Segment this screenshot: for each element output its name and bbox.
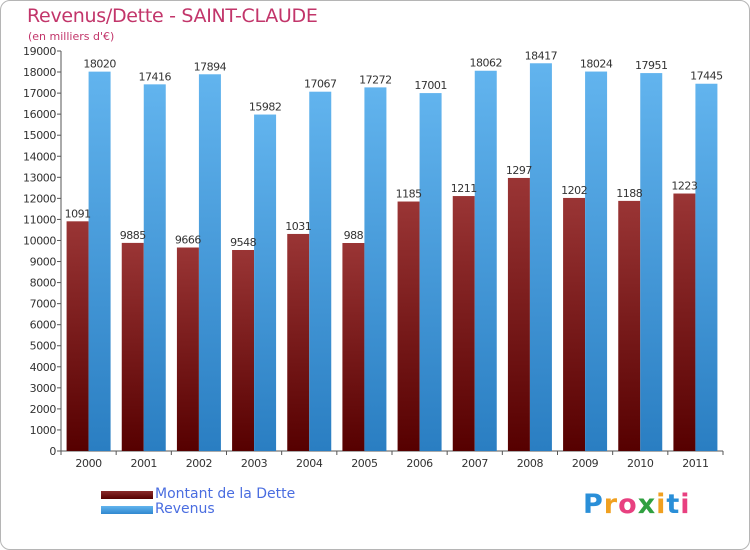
x-tick-label: 2005 bbox=[351, 457, 378, 470]
data-label-revenus: 17951 bbox=[635, 59, 668, 72]
bar-dette bbox=[618, 200, 641, 451]
logo-letter: o bbox=[618, 489, 638, 520]
y-tick-label: 16000 bbox=[23, 108, 56, 121]
y-tick-label: 3000 bbox=[30, 382, 57, 395]
bar-dette bbox=[232, 249, 255, 451]
data-label-revenus: 18417 bbox=[525, 49, 558, 62]
logo-letter: t bbox=[666, 489, 681, 520]
bar-revenus bbox=[198, 74, 221, 451]
x-tick-label: 2000 bbox=[75, 457, 102, 470]
logo-letter: i bbox=[656, 489, 667, 520]
y-tick-label: 7000 bbox=[30, 298, 57, 311]
bar-revenus bbox=[143, 84, 166, 452]
y-tick-label: 1000 bbox=[30, 424, 57, 437]
x-tick-label: 2002 bbox=[186, 457, 212, 470]
y-tick-label: 0 bbox=[49, 445, 56, 458]
data-label-revenus: 17894 bbox=[194, 60, 227, 73]
bar-revenus bbox=[309, 91, 332, 452]
legend-swatch-dette bbox=[101, 491, 153, 499]
data-label-dette: 9666 bbox=[175, 234, 201, 247]
data-label-dette: 1211 bbox=[451, 182, 477, 195]
bar-dette bbox=[673, 193, 696, 452]
x-tick-label: 2006 bbox=[406, 457, 433, 470]
y-tick-label: 13000 bbox=[23, 171, 56, 184]
bar-revenus bbox=[695, 83, 718, 451]
y-tick-label: 5000 bbox=[30, 340, 57, 353]
logo-letter: r bbox=[603, 489, 619, 520]
bar-revenus bbox=[88, 71, 111, 451]
y-tick-label: 9000 bbox=[30, 256, 57, 269]
legend-label-dette: Montant de la Dette bbox=[155, 486, 296, 502]
bar-revenus bbox=[254, 114, 277, 452]
y-tick-label: 12000 bbox=[23, 192, 56, 205]
data-label-revenus: 17272 bbox=[359, 73, 392, 86]
y-tick-label: 19000 bbox=[23, 45, 56, 58]
data-label-revenus: 17416 bbox=[139, 70, 172, 83]
data-label-dette: 988 bbox=[344, 229, 364, 242]
chart-title: Revenus/Dette - SAINT-CLAUDE bbox=[27, 5, 318, 27]
bar-dette bbox=[563, 197, 586, 451]
data-label-revenus: 18024 bbox=[580, 58, 613, 71]
x-tick-label: 2009 bbox=[572, 457, 599, 470]
y-tick-label: 10000 bbox=[23, 234, 56, 247]
data-label-revenus: 17067 bbox=[304, 78, 337, 91]
bar-revenus bbox=[474, 70, 497, 451]
bar-dette bbox=[452, 196, 475, 451]
data-label-dette: 9885 bbox=[120, 229, 146, 242]
y-tick-label: 14000 bbox=[23, 150, 56, 163]
bar-revenus bbox=[364, 87, 387, 452]
bar-dette bbox=[342, 243, 365, 451]
bar-revenus bbox=[419, 93, 442, 451]
bar-dette bbox=[66, 221, 89, 451]
data-label-dette: 1297 bbox=[506, 164, 532, 177]
bar-dette bbox=[176, 247, 199, 451]
x-tick-label: 2001 bbox=[131, 457, 157, 470]
data-label-dette: 1188 bbox=[616, 187, 642, 200]
x-tick-label: 2011 bbox=[682, 457, 708, 470]
proxiti-logo: Proxiti bbox=[583, 489, 691, 520]
y-tick-label: 18000 bbox=[23, 66, 56, 79]
data-label-revenus: 15982 bbox=[249, 101, 282, 114]
x-tick-label: 2008 bbox=[517, 457, 544, 470]
data-label-revenus: 17001 bbox=[414, 79, 447, 92]
logo-letter: P bbox=[583, 489, 604, 520]
legend-label-revenus: Revenus bbox=[155, 501, 215, 517]
data-label-dette: 1031 bbox=[285, 220, 311, 233]
data-label-revenus: 18020 bbox=[83, 58, 116, 71]
bar-revenus bbox=[640, 73, 663, 451]
x-tick-label: 2007 bbox=[462, 457, 489, 470]
data-label-dette: 1223 bbox=[671, 180, 697, 193]
logo-letter: x bbox=[637, 489, 657, 520]
bar-dette bbox=[287, 233, 310, 451]
data-label-revenus: 17445 bbox=[690, 70, 723, 83]
legend-swatch-revenus bbox=[101, 506, 153, 514]
y-tick-label: 8000 bbox=[30, 277, 57, 290]
logo-letter: i bbox=[680, 489, 691, 520]
x-tick-label: 2004 bbox=[296, 457, 323, 470]
y-tick-label: 17000 bbox=[23, 87, 56, 100]
bar-dette bbox=[397, 201, 420, 451]
bar-revenus bbox=[529, 63, 552, 452]
data-label-dette: 1091 bbox=[65, 207, 91, 220]
chart-subtitle: (en milliers d'€) bbox=[28, 30, 115, 43]
y-tick-label: 6000 bbox=[30, 319, 57, 332]
data-label-dette: 1202 bbox=[561, 184, 587, 197]
y-tick-label: 11000 bbox=[23, 213, 56, 226]
bar-dette bbox=[507, 177, 530, 451]
data-label-dette: 9548 bbox=[230, 236, 256, 249]
x-tick-label: 2010 bbox=[627, 457, 654, 470]
y-tick-label: 15000 bbox=[23, 129, 56, 142]
x-tick-label: 2003 bbox=[241, 457, 268, 470]
bar-revenus bbox=[585, 71, 608, 452]
y-tick-label: 4000 bbox=[30, 361, 57, 374]
bar-dette bbox=[121, 242, 144, 451]
data-label-revenus: 18062 bbox=[470, 57, 503, 70]
data-label-dette: 1185 bbox=[396, 188, 422, 201]
y-tick-label: 2000 bbox=[30, 403, 57, 416]
